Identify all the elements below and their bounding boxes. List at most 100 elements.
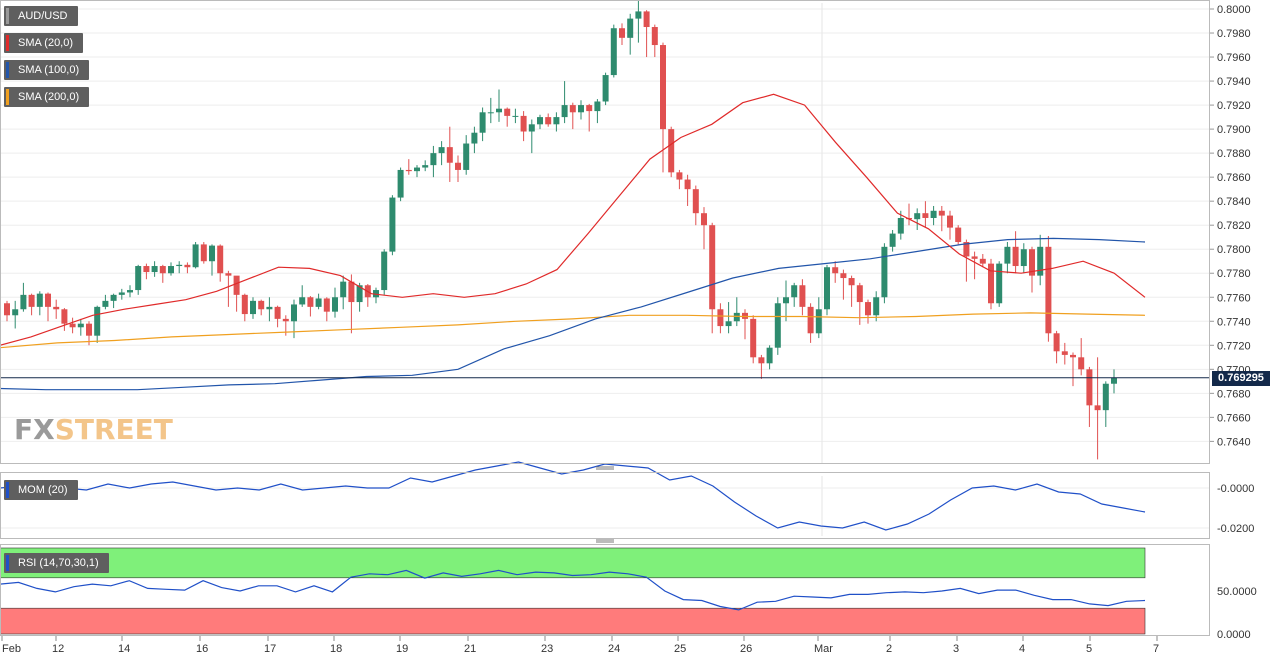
sma20-swatch — [6, 35, 9, 51]
candle-body — [151, 266, 158, 273]
price-tick-label: 0.7980 — [1217, 28, 1251, 40]
candle-body — [455, 162, 461, 170]
legend-sma200[interactable]: SMA (200,0) — [4, 87, 90, 107]
candle-body — [36, 293, 43, 307]
candle-body — [1045, 246, 1052, 334]
legend-rsi[interactable]: RSI (14,70,30,1) — [4, 553, 109, 573]
time-tick-label: Mar — [814, 643, 833, 655]
legend-sma100[interactable]: SMA (100,0) — [4, 60, 90, 80]
candle-body — [1012, 246, 1019, 267]
candle-body — [143, 266, 150, 273]
candle-body — [291, 304, 297, 322]
time-tick-label: 18 — [330, 643, 342, 655]
price-tick-label: 0.7960 — [1217, 52, 1251, 64]
current-price-label: 0.769295 — [1212, 371, 1270, 386]
candle-body — [815, 309, 822, 334]
legend-sma20[interactable]: SMA (20,0) — [4, 33, 84, 53]
rsi-overbought-zone — [0, 547, 1146, 579]
candle-body — [118, 292, 125, 295]
price-tick-label: 0.7760 — [1217, 292, 1251, 304]
candle-body — [955, 227, 962, 243]
fxstreet-logo: FXSTREET — [14, 413, 173, 446]
candle-body — [799, 285, 806, 307]
time-tick-label: 23 — [541, 643, 553, 655]
candle-body — [94, 306, 101, 336]
candle-body — [856, 285, 863, 303]
legend-mom[interactable]: MOM (20) — [4, 480, 78, 500]
candle-body — [512, 115, 519, 117]
candle-body — [1094, 405, 1101, 411]
candle-body — [405, 169, 412, 172]
candle-body — [545, 117, 552, 125]
candle-body — [610, 28, 617, 76]
price-tick-label: 0.7780 — [1217, 268, 1251, 280]
instrument-tag[interactable]: AUD/USD — [4, 6, 78, 26]
candle-body — [709, 225, 716, 310]
rsi-tick-label: 50.0000 — [1217, 586, 1257, 598]
candle-body — [725, 321, 732, 327]
candle-body — [496, 108, 502, 113]
candle-body — [176, 264, 183, 267]
sma200-line — [0, 312, 1146, 349]
rsi-line — [0, 569, 1146, 611]
candle-body — [414, 167, 420, 172]
rsi-zones — [0, 547, 1146, 635]
time-tick-label: 16 — [196, 643, 208, 655]
time-tick-label: 17 — [264, 643, 276, 655]
candle-body — [635, 11, 642, 19]
candle-body — [471, 132, 478, 144]
candle-body — [1037, 246, 1044, 276]
candle-body — [20, 294, 27, 310]
candle-body — [184, 264, 191, 268]
candle-body — [692, 189, 699, 214]
candle-body — [520, 115, 527, 132]
time-tick-label: 24 — [608, 643, 620, 655]
panel-frames — [0, 0, 1210, 636]
price-tick-label: 0.7680 — [1217, 388, 1251, 400]
time-tick-label: 21 — [464, 643, 476, 655]
candle-body — [922, 213, 929, 218]
candle-body — [299, 297, 306, 305]
candle-body — [676, 172, 683, 180]
time-tick-label: 19 — [396, 643, 408, 655]
candle-body — [586, 105, 593, 112]
candle-body — [397, 169, 404, 198]
candle-body — [643, 11, 650, 28]
candle-body — [102, 300, 109, 307]
candle-body — [168, 266, 174, 274]
time-tick-label: 26 — [740, 643, 752, 655]
time-tick-label: 5 — [1086, 643, 1092, 655]
time-tick-label: 14 — [118, 643, 130, 655]
price-tick-label: 0.7940 — [1217, 76, 1251, 88]
rsi-swatch — [6, 555, 9, 571]
candle-body — [979, 258, 986, 264]
candle-body — [938, 210, 945, 216]
instrument-label: AUD/USD — [18, 10, 68, 22]
candle-body — [569, 105, 576, 113]
rsi-oversold-zone — [0, 607, 1146, 635]
price-panel-frame — [0, 0, 1210, 464]
candle-body — [594, 101, 601, 112]
time-tick-label: 4 — [1019, 643, 1025, 655]
candle-body — [446, 147, 453, 163]
candle-body — [233, 275, 240, 295]
candle-body — [537, 117, 543, 125]
candle-body — [381, 251, 388, 291]
sma100-line — [0, 237, 1146, 391]
time-tick-label: 7 — [1153, 643, 1159, 655]
candle-body — [315, 298, 322, 307]
rsi-label: RSI (14,70,30,1) — [18, 557, 99, 569]
candle-body — [110, 294, 117, 301]
candle-body — [528, 124, 535, 132]
time-axis: Feb 12 14 16 17 18 19 21 23 24 25 26 Mar 2 3 4 5 7 — [1, 636, 1159, 655]
candle-body — [356, 285, 363, 303]
sma20-label: SMA (20,0) — [18, 37, 74, 49]
rsi-series-line — [0, 569, 1146, 611]
candle-body — [348, 281, 355, 303]
time-tick-label: 2 — [886, 643, 892, 655]
candle-body — [1070, 354, 1076, 358]
candle-body — [602, 75, 609, 102]
candle-body — [651, 27, 658, 46]
candle-body — [159, 266, 166, 274]
